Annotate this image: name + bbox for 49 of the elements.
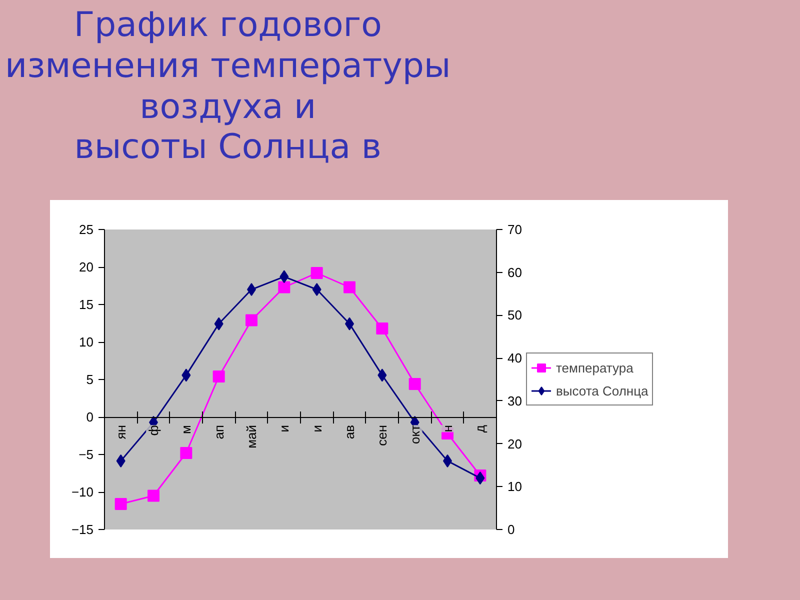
point xyxy=(408,378,421,390)
x-tick-label: ап xyxy=(211,424,226,440)
point xyxy=(310,267,323,279)
y-tick-label: 20 xyxy=(79,260,94,274)
point xyxy=(116,454,126,468)
y-tick-label: 25 xyxy=(79,222,94,237)
y2-tick-label: 40 xyxy=(508,350,522,366)
y-tick-label: −5 xyxy=(78,447,94,462)
point xyxy=(214,317,224,330)
x-tick-label: н xyxy=(440,424,455,432)
point xyxy=(180,447,192,459)
chart-title: График годового изменения температуры воздуха и высоты Солнца в xyxy=(5,5,451,168)
x-tick-label: ф xyxy=(146,424,161,436)
point xyxy=(182,368,191,382)
point xyxy=(212,370,225,382)
x-tick-label: окт xyxy=(407,424,422,444)
point xyxy=(476,472,485,485)
y-tick-label: 0 xyxy=(86,410,94,424)
y2-tick-label: 60 xyxy=(508,264,522,280)
y2-tick-label: 70 xyxy=(508,222,522,237)
x-tick-label: май xyxy=(244,424,259,448)
y-tick-label: 15 xyxy=(79,297,94,312)
legend-label: температура xyxy=(556,360,634,375)
x-tick-label: м xyxy=(178,424,194,434)
y2-tick-label: 50 xyxy=(508,308,522,323)
point xyxy=(278,281,290,294)
y2-tick-label: 10 xyxy=(508,479,522,494)
x-tick-label: и xyxy=(309,424,324,432)
y2-tick-label: 20 xyxy=(508,436,522,452)
y2-tick-label: 30 xyxy=(508,393,522,408)
y-tick-label: −15 xyxy=(71,522,94,537)
y-tick-label: 10 xyxy=(79,334,94,350)
x-tick-label: ян xyxy=(113,425,128,440)
point xyxy=(246,314,258,326)
x-tick-label: ав xyxy=(342,424,357,440)
x-tick-label: сен xyxy=(374,424,390,446)
point xyxy=(312,283,322,296)
x-tick-label: и xyxy=(276,424,292,432)
point xyxy=(114,498,127,510)
point xyxy=(280,270,289,284)
point xyxy=(344,281,356,294)
point xyxy=(148,490,160,502)
legend-label: высота Солнца xyxy=(556,383,648,398)
point xyxy=(378,368,387,382)
point xyxy=(376,322,388,334)
x-tick-label: д xyxy=(472,424,488,433)
y-tick-label: −10 xyxy=(71,484,94,500)
y-tick-label: 5 xyxy=(86,372,94,387)
y2-tick-label: 0 xyxy=(508,522,515,537)
